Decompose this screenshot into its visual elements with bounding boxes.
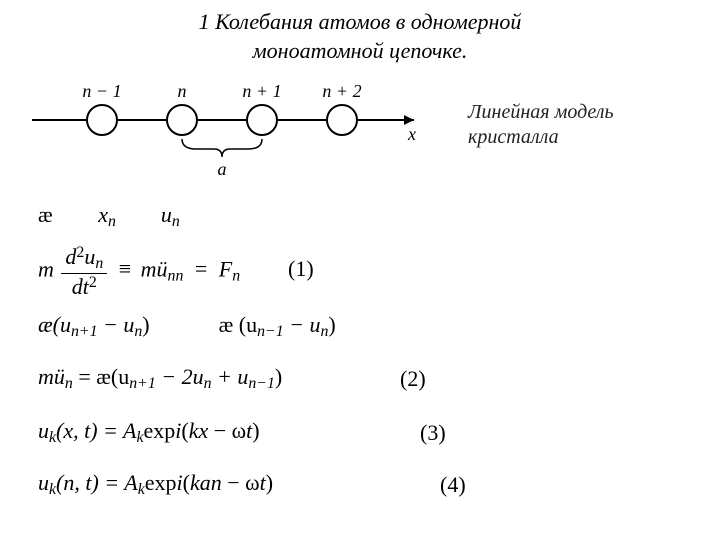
force-right-mid: − u (284, 312, 321, 337)
eq2-sub3: n−1 (248, 375, 275, 392)
force-left-sub1: n+1 (71, 323, 98, 340)
eq2-mid1: − 2u (156, 364, 204, 389)
force-left-end: ) (142, 312, 149, 337)
equation-4: uk(n, t) = Akexpi(kan − ωt) (38, 470, 273, 499)
svg-text:n + 2: n + 2 (322, 82, 361, 101)
un-sub: n (172, 213, 180, 230)
xn-var: xn (98, 202, 121, 227)
svg-text:n + 1: n + 1 (242, 82, 281, 101)
eq1-num-sub: n (95, 255, 103, 272)
eq2-sub1: n+1 (129, 375, 156, 392)
caption-line-1: Линейная модель (468, 101, 614, 123)
eq2-sub2: n (204, 375, 212, 392)
eq2-lhs-sub: n (65, 375, 73, 392)
svg-text:n − 1: n − 1 (82, 82, 121, 101)
symbols-row: æ xn un (38, 202, 180, 231)
title-line-1: 1 Колебания атомов в одномерной (199, 9, 522, 34)
page-title: 1 Колебания атомов в одномерной моноатом… (0, 0, 720, 65)
ae-symbol: æ (38, 202, 53, 227)
eq4-A-sub: k (138, 481, 145, 498)
eq1-num-u: u (84, 244, 95, 269)
equation-2: mün = æ(un+1 − 2un + un−1) (38, 364, 282, 393)
eq2-eq: = æ(u (78, 364, 129, 389)
caption-line-2: кристалла (468, 126, 559, 148)
force-right-end: ) (328, 312, 335, 337)
un-var: un (161, 202, 180, 227)
equation-3: uk(x, t) = Akexpexpi(kx − ωt)i(kx − ωt) (38, 418, 260, 447)
force-left-pre: æ(u (38, 312, 71, 337)
un-letter: u (161, 202, 172, 227)
eq2-tag: (2) (400, 366, 426, 392)
force-left-mid: − u (98, 312, 135, 337)
eq3-exp: expexpi(kx − ωt)i(kx − ωt) (143, 418, 259, 443)
svg-text:a: a (218, 159, 227, 179)
eq2-end: ) (275, 364, 282, 389)
eq2-lhs: mü (38, 364, 65, 389)
eq1-eq: = (195, 256, 207, 281)
eq1-num-d: d (65, 244, 76, 269)
svg-text:n: n (178, 82, 187, 101)
equation-1: m d2un dt2 ≡ münn = Fn (38, 244, 240, 299)
force-right-sub1: n−1 (257, 323, 284, 340)
eq1-fraction: d2un dt2 (61, 244, 107, 299)
eq1-F-sub: n (232, 267, 240, 284)
eq1-mu-sub: nn (168, 267, 184, 284)
eq4-u-sub: k (49, 481, 56, 498)
eq4-exp: expi(kan − ωt) (145, 470, 273, 495)
diagram-caption: Линейная модель кристалла (468, 100, 614, 150)
chain-diagram: x n − 1 n n + 1 n + 2 a (32, 82, 432, 192)
eq1-equiv: ≡ (119, 256, 131, 281)
eq1-mu: mü (141, 256, 168, 281)
eq3-args: (x, t) = A (56, 418, 136, 443)
eq4-u: u (38, 470, 49, 495)
xn-sub: n (108, 213, 116, 230)
eq1-tag: (1) (288, 256, 314, 282)
eq1-den-dt: dt (72, 274, 89, 299)
eq3-tag: (3) (420, 420, 446, 446)
eq1-den-sup: 2 (89, 274, 97, 291)
xn-letter: x (98, 202, 108, 227)
eq2-mid2: + u (212, 364, 249, 389)
chain-svg: x n − 1 n n + 1 n + 2 a (32, 82, 432, 192)
eq4-tag: (4) (440, 472, 466, 498)
title-line-2: моноатомной цепочке. (253, 38, 468, 63)
eq4-args: (n, t) = A (56, 470, 138, 495)
force-terms: æ(un+1 − un) æ (un−1 − un) (38, 312, 336, 341)
eq1-F: F (219, 256, 232, 281)
svg-text:x: x (407, 124, 416, 144)
eq1-m: m (38, 256, 54, 281)
eq3-u-sub: k (49, 429, 56, 446)
force-right-pre: æ (u (219, 312, 258, 337)
eq3-u: u (38, 418, 49, 443)
